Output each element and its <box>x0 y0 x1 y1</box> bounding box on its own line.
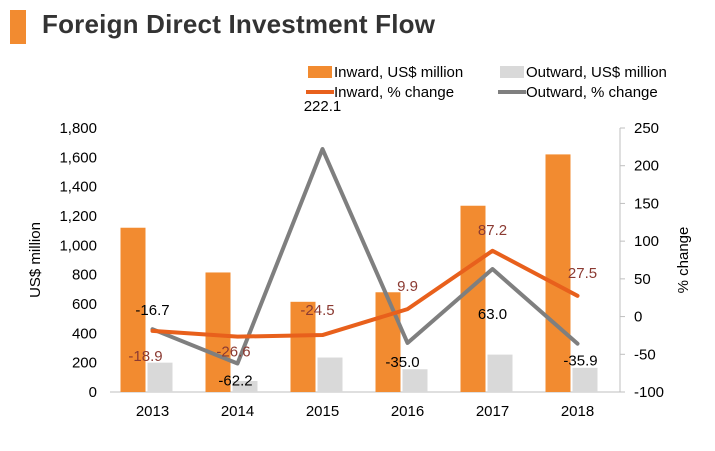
data-label-outward-change: 222.1 <box>304 98 342 115</box>
bar-inward <box>460 205 486 392</box>
y2-axis-title: % change <box>675 227 692 294</box>
chart-lines <box>150 147 580 366</box>
legend-label: Outward, % change <box>526 84 658 101</box>
bar-outward <box>572 367 598 392</box>
y-tick-label: 1,600 <box>59 149 97 166</box>
y-tick-label: 1,400 <box>59 179 97 196</box>
y-tick-label: 600 <box>72 296 97 313</box>
bar-outward <box>317 357 343 392</box>
bar-inward <box>205 272 231 392</box>
bar-inward <box>290 301 316 392</box>
y-tick-label: 400 <box>72 325 97 342</box>
data-label-inward-change: 27.5 <box>568 265 597 282</box>
data-label-outward-change: 63.0 <box>478 306 507 323</box>
chart-bars <box>120 154 598 392</box>
data-label-outward-change: -62.2 <box>218 372 252 389</box>
data-label-inward-change: -24.5 <box>300 302 334 319</box>
y2-tick-label: 100 <box>634 233 659 250</box>
line-outward-change <box>150 147 580 366</box>
data-label-outward-change: -35.9 <box>563 353 597 370</box>
y-tick-label: 800 <box>72 267 97 284</box>
x-tick-label: 2013 <box>136 403 169 420</box>
legend-label: Inward, US$ million <box>334 64 463 81</box>
x-tick-label: 2014 <box>221 403 254 420</box>
data-label-inward-change: -18.9 <box>128 348 162 365</box>
y-tick-label: 0 <box>89 384 97 401</box>
data-label-inward-change: 9.9 <box>397 278 418 295</box>
y-tick-label: 1,000 <box>59 237 97 254</box>
y2-tick-label: 50 <box>634 271 651 288</box>
legend-swatch <box>308 66 332 78</box>
y2-tick-label: 200 <box>634 158 659 175</box>
y-axis-title: US$ million <box>27 222 44 298</box>
bar-outward <box>402 369 428 392</box>
x-tick-label: 2015 <box>306 403 339 420</box>
data-label-outward-change: -16.7 <box>135 302 169 319</box>
chart-axes: 0 200 400 600 800 1,000 1,200 1,400 1,600 1,800 -1… <box>27 120 692 420</box>
x-tick-label: 2018 <box>561 403 594 420</box>
legend-swatch <box>500 66 524 78</box>
y2-tick-label: -100 <box>634 384 664 401</box>
legend-label: Inward, % change <box>334 84 454 101</box>
chart-title: Foreign Direct Investment Flow <box>42 9 436 39</box>
x-tick-label: 2016 <box>391 403 424 420</box>
bar-inward <box>545 154 571 392</box>
bar-outward <box>487 354 513 392</box>
data-label-inward-change: 87.2 <box>478 222 507 239</box>
chart-data-labels: -18.9 -26.6 -24.5 9.9 87.2 27.5 -16.7 -62.2 222.… <box>128 98 597 389</box>
y2-tick-label: -50 <box>634 346 656 363</box>
bar-inward <box>120 227 146 392</box>
y2-tick-label: 250 <box>634 120 659 137</box>
x-tick-label: 2017 <box>476 403 509 420</box>
y2-tick-label: 0 <box>634 309 642 326</box>
legend-label: Outward, US$ million <box>526 64 667 81</box>
bar-outward <box>232 381 258 392</box>
y-tick-label: 1,200 <box>59 208 97 225</box>
y-tick-label: 200 <box>72 355 97 372</box>
y2-tick-label: 150 <box>634 195 659 212</box>
chart-legend: Inward, US$ million Outward, US$ million I… <box>306 64 667 101</box>
data-label-outward-change: -35.0 <box>385 354 419 371</box>
data-label-inward-change: -26.6 <box>216 344 250 361</box>
bar-outward <box>147 362 173 392</box>
line-inward-change <box>150 248 580 339</box>
title-accent-bar <box>10 10 26 44</box>
bar-inward <box>375 292 401 392</box>
y-tick-label: 1,800 <box>59 120 97 137</box>
